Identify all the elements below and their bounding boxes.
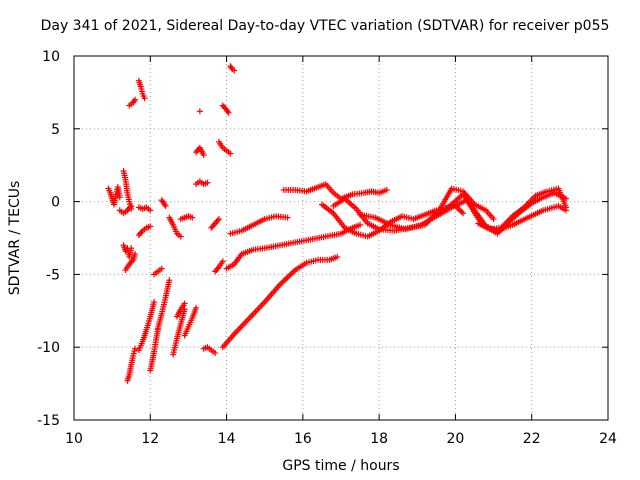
y-tick-label: 5 (51, 122, 60, 138)
data-points (105, 63, 570, 384)
data-point-early-scattered-arcs (132, 345, 139, 352)
x-tick-label: 10 (65, 431, 83, 447)
data-point-early-scattered-arcs (225, 109, 232, 116)
data-point-early-scattered-arcs (215, 216, 222, 223)
x-tick-label: 22 (523, 431, 541, 447)
y-tick-label: -15 (37, 413, 60, 429)
data-point-early-scattered-arcs (132, 96, 139, 103)
y-tick-label: -5 (46, 267, 60, 283)
data-point-early-scattered-arcs (227, 150, 234, 157)
x-tick-label: 12 (141, 431, 159, 447)
data-point-early-scattered-arcs (162, 202, 169, 209)
data-point-early-scattered-arcs (193, 304, 200, 311)
data-point-early-scattered-arcs (204, 179, 211, 186)
x-tick-label: 18 (370, 431, 388, 447)
data-point-long-track-c (490, 216, 497, 223)
chart-title: Day 341 of 2021, Sidereal Day-to-day VTE… (41, 18, 610, 34)
x-tick-label: 24 (599, 431, 617, 447)
data-point-early-scattered-arcs (228, 64, 235, 71)
y-tick-label: 10 (42, 49, 60, 65)
data-point-early-scattered-arcs (147, 223, 154, 230)
x-tick-label: 16 (294, 431, 312, 447)
data-point-rising-arc-1 (334, 253, 341, 260)
data-point-early-scattered-arcs (189, 214, 196, 221)
data-point-rising-arc-2 (357, 221, 364, 228)
data-point-early-scattered-arcs (128, 245, 135, 252)
data-point-early-scattered-arcs (151, 299, 158, 306)
data-point-early-scattered-arcs (116, 194, 123, 201)
data-point-early-scattered-arcs (166, 277, 173, 284)
data-point-early-scattered-arcs (132, 251, 139, 258)
data-point-early-scattered-arcs (181, 300, 188, 307)
data-point-early-scattered-arcs (200, 152, 207, 159)
x-tick-label: 20 (447, 431, 465, 447)
data-point-long-track-f (563, 204, 570, 211)
y-tick-label: -10 (37, 340, 60, 356)
data-point-early-scattered-arcs (231, 67, 238, 74)
data-point-early-scattered-arcs (219, 258, 226, 265)
data-point-early-scattered-arcs (158, 265, 165, 272)
y-axis-label: SDTVAR / TECUs (7, 181, 23, 296)
data-point-early-scattered-arcs (212, 350, 219, 357)
data-point-early-scattered-arcs (141, 95, 148, 102)
data-point-mid-arc (284, 214, 291, 221)
data-point-early-scattered-arcs (196, 108, 203, 115)
y-tick-label: 0 (51, 195, 60, 211)
data-point-long-track-b (460, 210, 467, 217)
data-point-early-scattered-arcs (147, 207, 154, 214)
axis-ticks: 10 12 14 16 18 20 22 24 10 5 0 -5 -10 -15 (37, 49, 617, 447)
data-point-early-scattered-arcs (128, 205, 135, 212)
data-point-long-track-a (383, 186, 390, 193)
x-axis-label: GPS time / hours (282, 458, 399, 474)
data-point-early-scattered-arcs (131, 98, 138, 105)
plot-area-frame (73, 55, 609, 421)
grid-lines (74, 56, 608, 420)
data-point-early-scattered-arcs (177, 233, 184, 240)
x-tick-label: 14 (218, 431, 236, 447)
